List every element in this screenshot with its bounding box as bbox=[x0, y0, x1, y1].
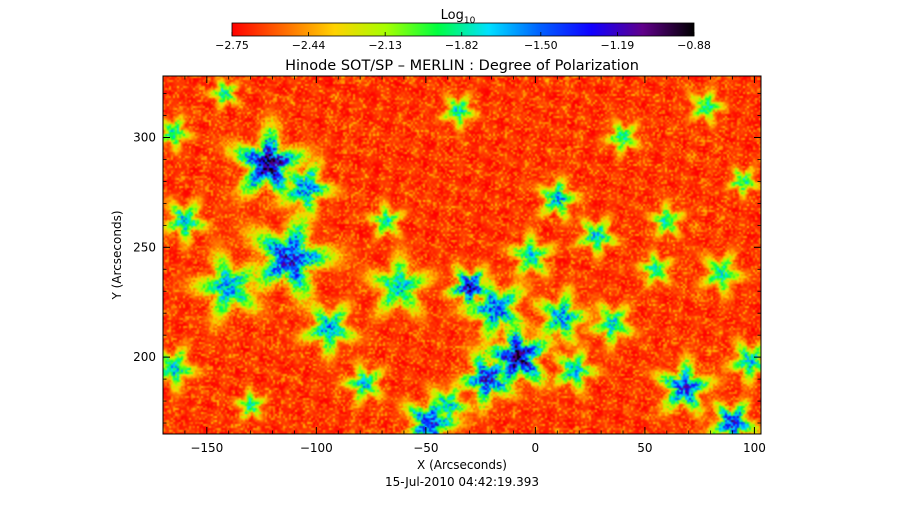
plot-frame bbox=[162, 75, 762, 435]
axis-ticks: −150 −100 −50 0 50 100 200 250 300 bbox=[133, 76, 766, 455]
x-tick-label: −100 bbox=[300, 441, 333, 455]
colorbar-label: Log10 bbox=[441, 8, 476, 26]
y-tick-label: 200 bbox=[133, 350, 156, 364]
y-axis-label: Y (Arcseconds) bbox=[110, 210, 124, 300]
colorbar-tick-label: −1.50 bbox=[524, 39, 558, 52]
x-tick-label: 0 bbox=[532, 441, 540, 455]
x-tick-label: −50 bbox=[413, 441, 438, 455]
colorbar-tick-label: −1.19 bbox=[601, 39, 635, 52]
colorbar-tick-label: −2.75 bbox=[215, 39, 249, 52]
timestamp: 15-Jul-2010 04:42:19.393 bbox=[385, 475, 539, 489]
colorbar bbox=[231, 22, 695, 37]
heatmap-image bbox=[163, 76, 761, 434]
x-axis-label: X (Arcseconds) bbox=[417, 458, 507, 472]
plot-area bbox=[163, 76, 761, 434]
colorbar-tick-label: −2.44 bbox=[292, 39, 326, 52]
x-tick-label: −150 bbox=[190, 441, 223, 455]
colorbar-ticks: −2.75 −2.44 −2.13 −1.82 −1.50 −1.19 −0.88 bbox=[215, 32, 711, 52]
chart-title: Hinode SOT/SP – MERLIN : Degree of Polar… bbox=[285, 58, 639, 74]
colorbar-tick-label: −2.13 bbox=[368, 39, 402, 52]
y-tick-label: 250 bbox=[133, 240, 156, 254]
x-tick-label: 50 bbox=[637, 441, 652, 455]
y-tick-label: 300 bbox=[133, 130, 156, 144]
colorbar-tick-label: −0.88 bbox=[677, 39, 711, 52]
colorbar-tick-label: −1.82 bbox=[445, 39, 479, 52]
x-tick-label: 100 bbox=[743, 441, 766, 455]
